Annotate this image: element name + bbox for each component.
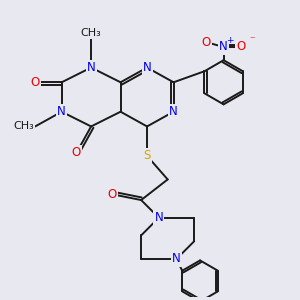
Text: N: N [154, 211, 163, 224]
Text: O: O [72, 146, 81, 159]
Text: N: N [169, 105, 178, 118]
Text: CH₃: CH₃ [81, 28, 101, 38]
Text: O: O [107, 188, 116, 201]
Text: N: N [219, 40, 228, 53]
Text: N: N [87, 61, 95, 74]
Text: ⁻: ⁻ [249, 35, 255, 46]
Text: O: O [237, 40, 246, 53]
Text: +: + [226, 36, 234, 45]
Text: O: O [201, 36, 211, 49]
Text: CH₃: CH₃ [13, 122, 34, 131]
Text: N: N [172, 252, 181, 266]
Text: N: N [57, 105, 66, 118]
Text: O: O [31, 76, 40, 89]
Text: N: N [143, 61, 152, 74]
Text: S: S [143, 149, 151, 162]
